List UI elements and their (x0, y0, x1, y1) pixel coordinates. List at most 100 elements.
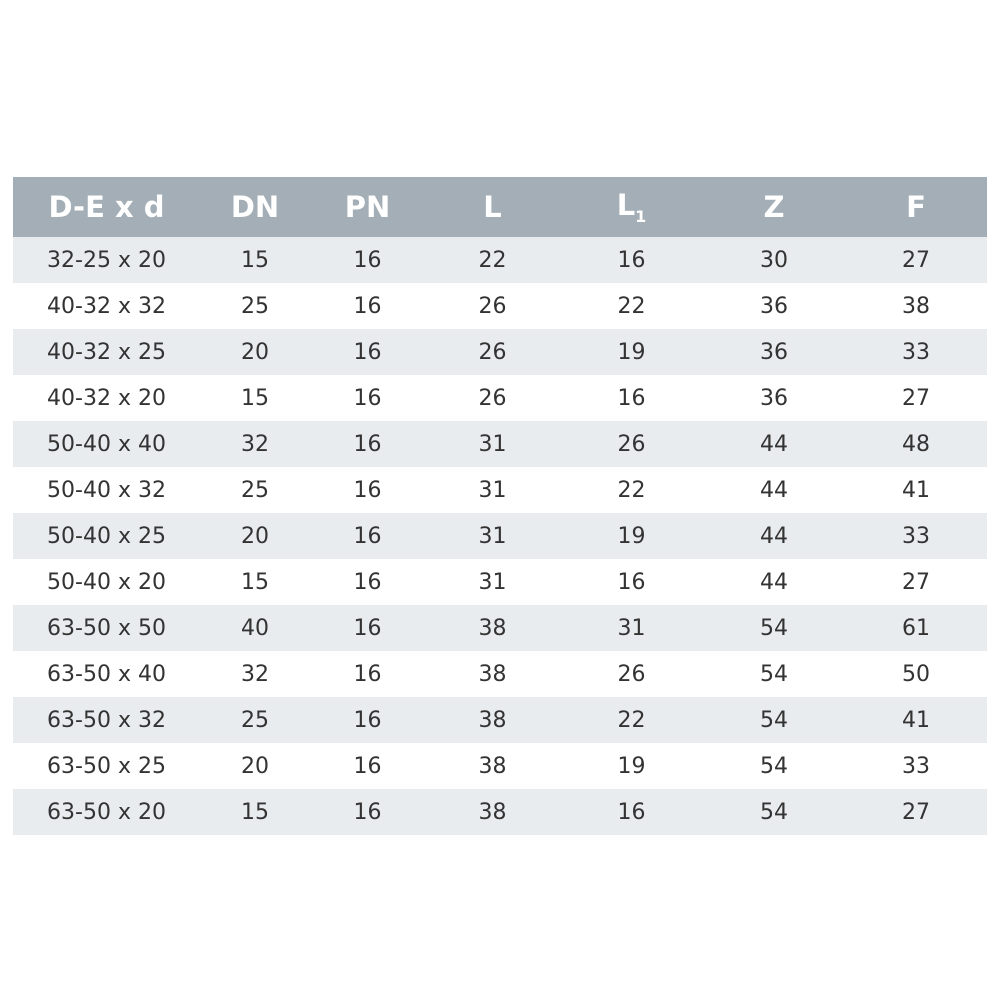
table-cell: 15 (241, 385, 269, 411)
table-cell: 27 (902, 247, 930, 273)
table-cell: 40 (241, 615, 269, 641)
table-cell: 16 (353, 615, 382, 641)
table-cell: 16 (353, 753, 382, 779)
table-cell: 15 (241, 799, 269, 825)
table-cell: 63-50 x 25 (47, 753, 166, 779)
table-row: 50-40 x 20 15 16 31 16 44 27 (13, 559, 987, 605)
table-cell: 50-40 x 40 (47, 431, 166, 457)
table-cell: 32-25 x 20 (47, 247, 166, 273)
table-row: 32-25 x 20 15 16 22 16 30 27 (13, 237, 987, 283)
table-cell: 22 (478, 247, 507, 273)
table-cell: 54 (760, 615, 788, 641)
table-cell: 63-50 x 40 (47, 661, 166, 687)
table-cell: 16 (617, 385, 646, 411)
table-cell: 27 (902, 799, 930, 825)
table-cell: 41 (902, 707, 930, 733)
table-row: 40-32 x 32 25 16 26 22 36 38 (13, 283, 987, 329)
table-cell: 54 (760, 661, 788, 687)
table-cell: 54 (760, 799, 788, 825)
table-cell: 22 (617, 477, 646, 503)
table-cell: 40-32 x 20 (47, 385, 166, 411)
table-cell: 19 (617, 523, 646, 549)
table-row: 63-50 x 50 40 16 38 31 54 61 (13, 605, 987, 651)
table-row: 50-40 x 25 20 16 31 19 44 33 (13, 513, 987, 559)
table-cell: 31 (478, 431, 507, 457)
table-cell: 33 (902, 339, 930, 365)
table-cell: 15 (241, 569, 269, 595)
table-cell: 16 (353, 339, 382, 365)
table-cell: 33 (902, 753, 930, 779)
header-cell: L1 (616, 188, 647, 226)
table-cell: 54 (760, 707, 788, 733)
table-row: 63-50 x 32 25 16 38 22 54 41 (13, 697, 987, 743)
dimensions-table: D-E x d DN PN L L1 Z F 32-25 x 20 15 16 22 16 30 27 40… (13, 177, 987, 835)
table-cell: 16 (353, 707, 382, 733)
table-cell: 25 (241, 293, 269, 319)
table-cell: 31 (478, 569, 507, 595)
header-cell: F (906, 190, 926, 224)
header-cell: DN (230, 190, 280, 224)
table-cell: 16 (353, 431, 382, 457)
table-cell: 32 (241, 431, 269, 457)
table-cell: 38 (478, 661, 507, 687)
header-cell: L (483, 190, 502, 224)
table-cell: 44 (760, 523, 788, 549)
header-cell: Z (763, 190, 785, 224)
table-cell: 16 (353, 569, 382, 595)
table-row: 40-32 x 20 15 16 26 16 36 27 (13, 375, 987, 421)
table-cell: 31 (617, 615, 646, 641)
table-cell: 48 (902, 431, 930, 457)
table-cell: 44 (760, 569, 788, 595)
table-cell: 27 (902, 569, 930, 595)
table-cell: 30 (760, 247, 788, 273)
table-cell: 38 (902, 293, 930, 319)
table-cell: 38 (478, 799, 507, 825)
header-cell: PN (344, 190, 391, 224)
table-cell: 32 (241, 661, 269, 687)
table-cell: 63-50 x 32 (47, 707, 166, 733)
table-cell: 41 (902, 477, 930, 503)
table-cell: 26 (478, 293, 507, 319)
table-cell: 16 (353, 247, 382, 273)
table-cell: 26 (478, 339, 507, 365)
table-cell: 38 (478, 707, 507, 733)
table-cell: 27 (902, 385, 930, 411)
table-cell: 44 (760, 477, 788, 503)
table-cell: 16 (353, 799, 382, 825)
table-cell: 20 (241, 753, 269, 779)
table-row: 63-50 x 40 32 16 38 26 54 50 (13, 651, 987, 697)
table-cell: 61 (902, 615, 930, 641)
table-cell: 16 (617, 247, 646, 273)
header-cell: D-E x d (48, 190, 165, 224)
table-cell: 36 (760, 339, 788, 365)
table-cell: 50-40 x 25 (47, 523, 166, 549)
table-cell: 20 (241, 339, 269, 365)
table-cell: 40-32 x 32 (47, 293, 166, 319)
table-cell: 22 (617, 707, 646, 733)
table-cell: 16 (617, 569, 646, 595)
table-header: D-E x d DN PN L L1 Z F (13, 177, 987, 237)
table-cell: 19 (617, 339, 646, 365)
table-cell: 63-50 x 20 (47, 799, 166, 825)
table-cell: 38 (478, 753, 507, 779)
table-cell: 38 (478, 615, 507, 641)
table-cell: 36 (760, 293, 788, 319)
table-cell: 54 (760, 753, 788, 779)
table-cell: 25 (241, 477, 269, 503)
table-cell: 31 (478, 477, 507, 503)
table-cell: 16 (353, 293, 382, 319)
table-cell: 26 (478, 385, 507, 411)
table-cell: 36 (760, 385, 788, 411)
table-row: 63-50 x 25 20 16 38 19 54 33 (13, 743, 987, 789)
table-cell: 40-32 x 25 (47, 339, 166, 365)
table-cell: 16 (353, 523, 382, 549)
table-cell: 44 (760, 431, 788, 457)
table-cell: 50-40 x 32 (47, 477, 166, 503)
table-cell: 20 (241, 523, 269, 549)
table-cell: 31 (478, 523, 507, 549)
table-cell: 26 (617, 431, 646, 457)
table-cell: 16 (353, 661, 382, 687)
table-cell: 16 (353, 477, 382, 503)
table-cell: 15 (241, 247, 269, 273)
table-cell: 50-40 x 20 (47, 569, 166, 595)
